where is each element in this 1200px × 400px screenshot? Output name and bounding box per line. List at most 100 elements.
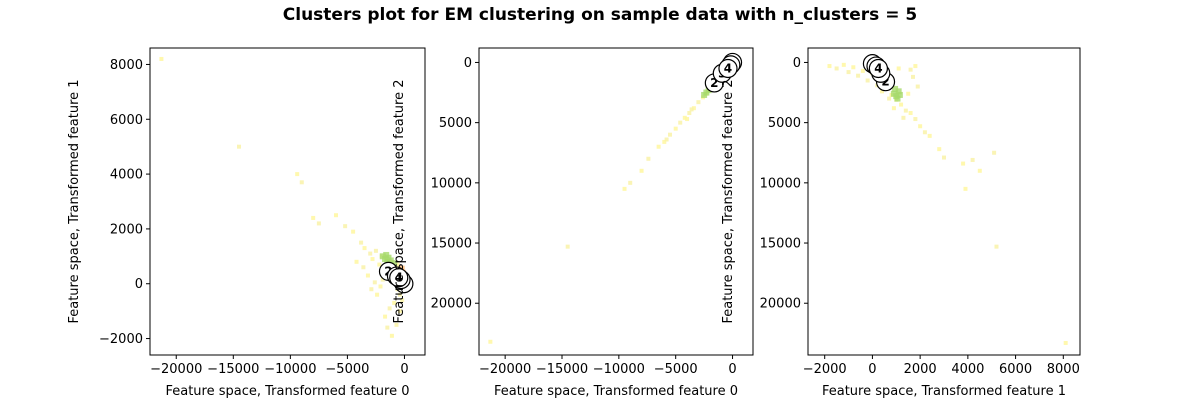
data-point xyxy=(834,66,839,71)
data-point xyxy=(354,259,359,264)
data-point xyxy=(368,251,373,256)
y-tick-label: 20000 xyxy=(431,297,472,312)
cluster-center-4 xyxy=(718,58,738,79)
data-point xyxy=(682,115,687,120)
data-point xyxy=(662,139,667,144)
data-point xyxy=(994,244,999,249)
data-point xyxy=(668,132,673,137)
subplot-1: 01234−20000−15000−10000−50000−2000020004… xyxy=(67,47,426,399)
data-point xyxy=(691,106,696,111)
data-point xyxy=(333,213,338,218)
data-point xyxy=(377,262,382,267)
y-tick-label: −2000 xyxy=(99,332,143,347)
data-point xyxy=(942,155,946,160)
data-point xyxy=(622,186,627,191)
x-axis-label: Feature space, Transformed feature 0 xyxy=(165,384,409,399)
data-point xyxy=(159,56,164,61)
data-point xyxy=(395,262,400,267)
x-tick-label: −10000 xyxy=(264,362,316,377)
data-point xyxy=(237,144,242,149)
data-point xyxy=(678,120,683,125)
page-title: Clusters plot for EM clustering on sampl… xyxy=(282,5,918,25)
data-point xyxy=(1063,340,1068,345)
data-point xyxy=(687,111,692,116)
data-point xyxy=(295,172,300,177)
data-point xyxy=(860,68,865,73)
data-point xyxy=(380,277,385,282)
x-tick-label: 0 xyxy=(868,362,876,377)
data-point xyxy=(846,70,851,75)
data-point xyxy=(970,157,975,162)
data-point xyxy=(373,248,378,253)
x-axis-label: Feature space, Transformed feature 0 xyxy=(494,384,738,399)
data-point xyxy=(387,306,392,311)
data-point xyxy=(865,78,870,83)
x-tick-label: 4000 xyxy=(951,362,984,377)
x-tick-label: −10000 xyxy=(593,362,645,377)
cluster-center-label: 4 xyxy=(874,61,882,75)
y-tick-label: 0 xyxy=(135,277,143,292)
data-point xyxy=(316,221,321,226)
data-point xyxy=(343,224,348,229)
data-point xyxy=(896,66,901,71)
data-point xyxy=(397,309,402,314)
data-point xyxy=(963,186,968,191)
x-tick-label: 0 xyxy=(400,362,408,377)
data-point xyxy=(903,108,908,113)
data-point xyxy=(359,240,364,245)
data-point xyxy=(400,298,405,303)
data-point xyxy=(896,91,903,98)
x-tick-label: 2000 xyxy=(904,362,937,377)
data-point xyxy=(913,117,918,122)
data-point xyxy=(922,130,927,135)
data-point xyxy=(370,257,375,262)
data-point xyxy=(689,107,694,112)
data-point xyxy=(365,273,370,278)
data-point xyxy=(918,124,923,129)
axes-frame xyxy=(478,47,754,356)
x-tick-label: 0 xyxy=(728,362,736,377)
data-point xyxy=(977,168,982,173)
x-tick-label: −15000 xyxy=(207,362,259,377)
data-point xyxy=(383,314,388,319)
data-point xyxy=(906,91,911,96)
data-point xyxy=(851,65,856,70)
y-tick-label: 10000 xyxy=(431,176,472,191)
x-tick-label: −20000 xyxy=(150,362,202,377)
y-axis-label: Feature space, Transformed feature 1 xyxy=(67,79,82,323)
y-tick-label: 15000 xyxy=(760,237,801,252)
data-point xyxy=(385,325,390,330)
cluster-center-label: 2 xyxy=(881,75,889,89)
y-tick-label: 5000 xyxy=(768,116,801,131)
data-point xyxy=(937,147,942,152)
data-point xyxy=(397,292,402,297)
data-point xyxy=(685,117,690,122)
cluster-center-label: 4 xyxy=(724,61,732,75)
data-point xyxy=(351,229,356,234)
x-axis-label: Feature space, Transformed feature 1 xyxy=(822,384,1066,399)
data-point xyxy=(656,144,661,149)
data-point xyxy=(894,95,901,102)
data-point xyxy=(879,89,884,94)
data-point xyxy=(841,62,846,67)
data-point xyxy=(392,300,397,305)
data-point xyxy=(961,161,966,166)
data-point xyxy=(913,64,918,69)
data-point xyxy=(856,73,861,78)
cluster-center-4 xyxy=(389,268,409,288)
cluster-center-4 xyxy=(868,58,888,79)
data-point xyxy=(646,156,651,161)
data-point xyxy=(827,64,832,69)
x-tick-label: −2000 xyxy=(803,362,847,377)
y-tick-label: 2000 xyxy=(110,222,143,237)
data-point xyxy=(899,102,904,107)
data-point xyxy=(565,244,570,249)
data-point xyxy=(673,126,678,131)
x-tick-label: 6000 xyxy=(999,362,1032,377)
y-tick-label: 0 xyxy=(464,56,472,71)
data-point xyxy=(628,180,633,185)
data-point xyxy=(927,133,932,138)
data-point xyxy=(887,96,892,101)
data-point xyxy=(892,85,899,92)
